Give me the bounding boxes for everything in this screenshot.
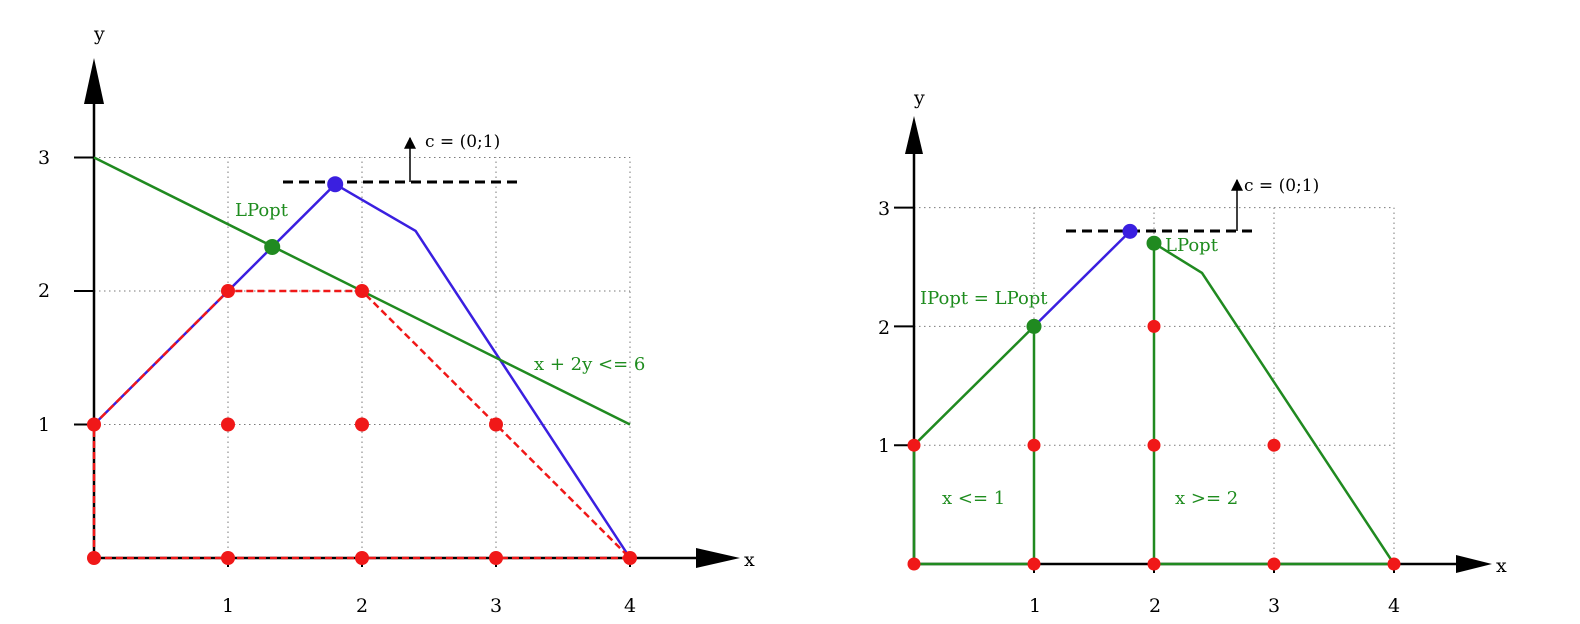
left-integer-point-8 bbox=[489, 417, 503, 432]
left-x-tick-3: 3 bbox=[490, 595, 502, 617]
left-diagram: x y 1 2 3 4 1 2 3 c = (0;1) LPopt x + 2y… bbox=[38, 23, 755, 617]
left-y-axis-label: y bbox=[93, 23, 105, 45]
right-x-tick-4: 4 bbox=[1388, 595, 1400, 617]
left-integer-point-7 bbox=[355, 417, 369, 432]
left-lp-opt-label: LPopt bbox=[235, 200, 289, 221]
left-x-tick-4: 4 bbox=[624, 595, 636, 617]
left-x-axis-label: x bbox=[744, 549, 755, 571]
left-integer-point-10 bbox=[355, 284, 369, 298]
right-integer-point-8 bbox=[1267, 438, 1281, 452]
left-y-tick-1: 1 bbox=[38, 414, 50, 436]
right-integer-point-3 bbox=[1267, 557, 1281, 571]
right-branch-left-label: x <= 1 bbox=[942, 488, 1005, 509]
right-integer-point-7 bbox=[1147, 438, 1161, 452]
right-integer-point-0 bbox=[907, 557, 921, 571]
right-integer-points bbox=[907, 319, 1401, 571]
right-branch-right-label: x >= 2 bbox=[1175, 488, 1238, 509]
right-y-tick-3: 3 bbox=[878, 198, 890, 220]
left-lp-opt-point bbox=[264, 238, 281, 255]
left-y-axis-arrow bbox=[84, 58, 104, 104]
right-y-axis-label: y bbox=[913, 87, 925, 109]
left-x-axis-arrow bbox=[696, 548, 740, 568]
right-lp-opt-label: LPopt bbox=[1165, 235, 1219, 256]
left-integer-point-1 bbox=[221, 551, 235, 565]
right-x-tick-2: 2 bbox=[1149, 595, 1161, 617]
right-integer-point-4 bbox=[1387, 557, 1401, 571]
right-y-tick-2: 2 bbox=[878, 317, 890, 339]
right-integer-point-1 bbox=[1027, 557, 1041, 571]
right-right-subproblem-boundary bbox=[1152, 240, 1397, 566]
left-x-tick-1: 1 bbox=[222, 595, 234, 617]
right-x-tick-1: 1 bbox=[1029, 595, 1041, 617]
right-blue-segment bbox=[1033, 230, 1131, 328]
right-y-tick-1: 1 bbox=[878, 435, 890, 457]
right-lp-opt-point bbox=[1146, 235, 1162, 251]
left-integer-point-9 bbox=[221, 284, 235, 298]
left-integer-hull-boundary bbox=[92, 289, 634, 560]
right-integer-point-9 bbox=[1147, 319, 1161, 333]
right-ip-opt-label: IPopt = LPopt bbox=[920, 288, 1048, 309]
left-y-tick-3: 3 bbox=[38, 147, 50, 169]
left-integer-point-0 bbox=[87, 551, 101, 565]
right-diagram: x y 1 2 3 4 1 2 3 c = (0;1) LPopt IPopt … bbox=[878, 87, 1507, 617]
right-blue-opt-point bbox=[1122, 223, 1138, 239]
left-constraint-label: x + 2y <= 6 bbox=[534, 354, 645, 375]
right-integer-point-5 bbox=[907, 438, 921, 452]
left-integer-point-2 bbox=[355, 551, 369, 565]
right-ip-opt-point bbox=[1026, 318, 1042, 334]
left-x-tick-2: 2 bbox=[356, 595, 368, 617]
left-integer-point-6 bbox=[221, 417, 235, 432]
right-y-axis-arrow bbox=[905, 116, 923, 154]
left-integer-point-4 bbox=[623, 551, 637, 565]
right-x-axis-arrow bbox=[1456, 555, 1492, 573]
right-x-tick-3: 3 bbox=[1268, 595, 1280, 617]
right-objective-label: c = (0;1) bbox=[1244, 176, 1319, 196]
right-x-axis-label: x bbox=[1496, 555, 1507, 577]
left-objective-label: c = (0;1) bbox=[425, 132, 500, 152]
left-integer-point-5 bbox=[87, 417, 101, 432]
right-integer-point-2 bbox=[1147, 557, 1161, 571]
left-blue-opt-point bbox=[327, 176, 344, 193]
left-y-tick-2: 2 bbox=[38, 280, 50, 302]
left-integer-points bbox=[87, 284, 637, 565]
left-integer-point-3 bbox=[489, 551, 503, 565]
right-integer-point-6 bbox=[1027, 438, 1041, 452]
